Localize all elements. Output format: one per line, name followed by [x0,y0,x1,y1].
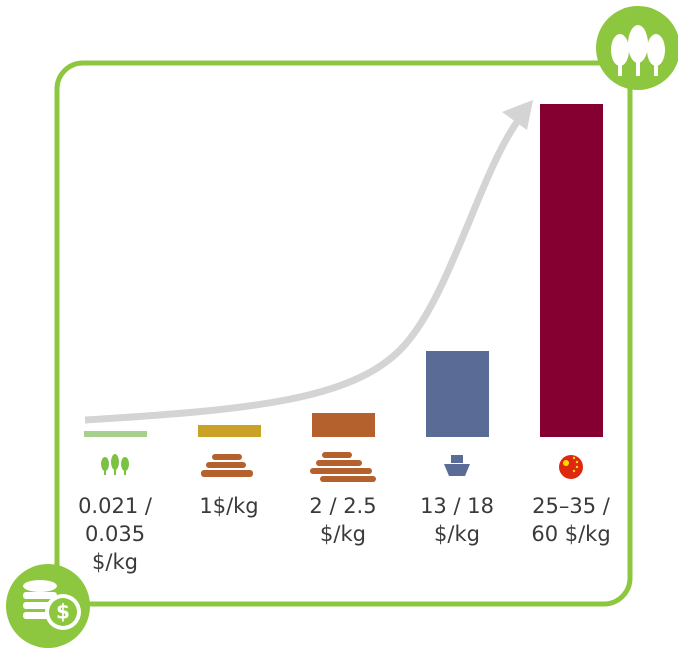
coins-badge: $ [6,564,90,648]
price-label: 2 / 2.5 [309,494,376,518]
price-label: $/kg [92,550,138,574]
price-label: 13 / 18 [420,494,494,518]
bar [198,425,261,437]
price-label: 0.021 / [78,494,153,518]
price-label: $/kg [434,522,480,546]
labels: 0.021 / 0.035 $/kg 1$/kg 2 / 2.5 $/kg 13 / 18 $… [78,494,611,574]
price-label: 1$/kg [199,494,258,518]
logs-icon [201,454,253,477]
forest-badge [596,6,678,90]
arrow-head [502,100,533,130]
price-label: 0.035 [85,522,145,546]
price-label: 60 $/kg [531,522,610,546]
ship-icon [444,455,470,476]
price-label: $/kg [320,522,366,546]
frame [54,60,633,607]
trees-icon [101,454,129,475]
dollar-glyph: $ [56,600,70,624]
bar [312,413,375,437]
china-flag-icon [559,455,583,479]
trend-arrow [84,115,523,424]
price-label: 25–35 / [532,494,611,518]
bar [426,351,489,437]
bar [540,104,603,437]
bar [84,431,147,437]
logs-icon [310,452,376,482]
